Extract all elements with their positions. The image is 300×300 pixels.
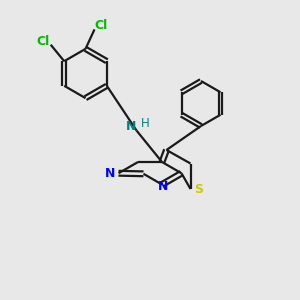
Text: N: N xyxy=(105,167,115,180)
Text: S: S xyxy=(194,183,203,196)
Text: Cl: Cl xyxy=(94,19,108,32)
Text: H: H xyxy=(141,117,150,130)
Text: N: N xyxy=(158,179,168,193)
Text: Cl: Cl xyxy=(37,34,50,48)
Text: N: N xyxy=(126,120,136,134)
